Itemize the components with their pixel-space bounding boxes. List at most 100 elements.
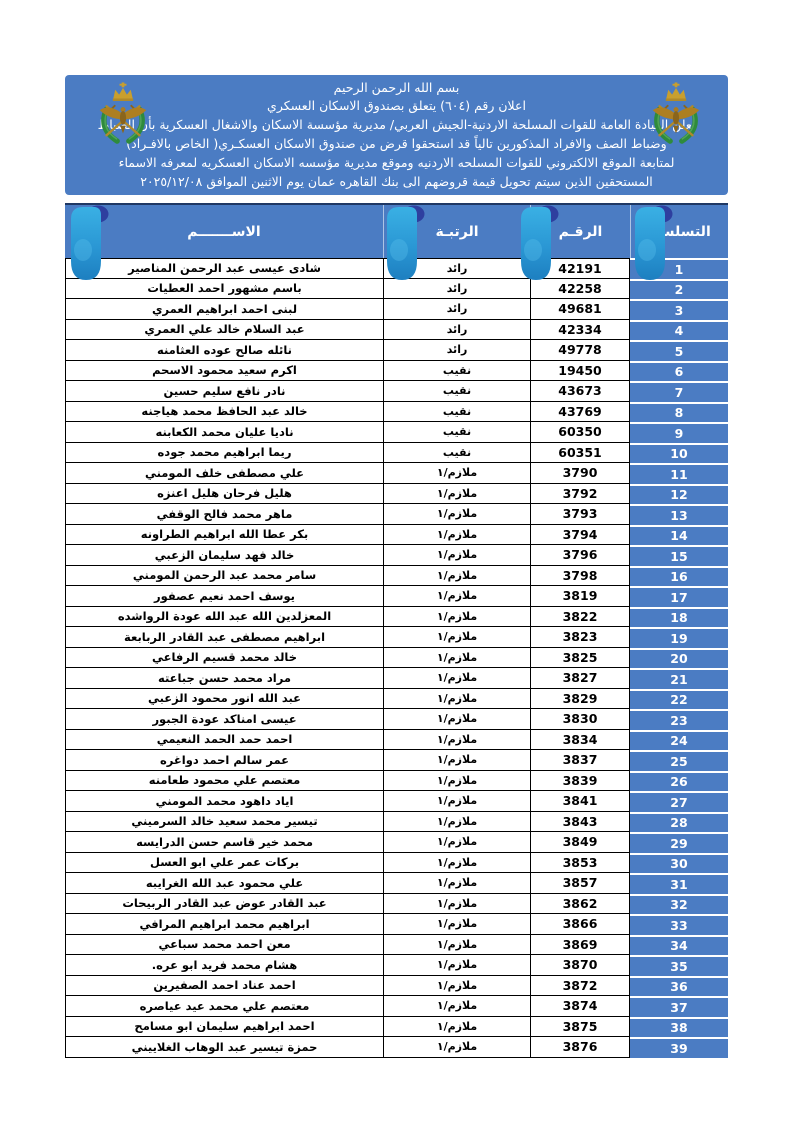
table-row: 27 3841 ملازم/١ اياد داهود محمد المومني (65, 791, 728, 812)
table-row: 32 3862 ملازم/١ عبد القادر عوض عبد القاد… (65, 893, 728, 914)
name-cell: معتصم علي محمد عيد عياصره (65, 996, 383, 1017)
serial-cell: 2 (630, 278, 728, 299)
rank-cell: ملازم/١ (383, 1037, 530, 1058)
name-cell: ابراهيم محمد ابراهيم المرافي (65, 914, 383, 935)
rank-cell: ملازم/١ (383, 463, 530, 484)
name-cell: المعزلدين الله عبد الله عودة الرواشده (65, 606, 383, 627)
name-cell: ابراهيم مصطفى عبد القادر الربابعة (65, 627, 383, 648)
serial-cell: 14 (630, 524, 728, 545)
table-row: 18 3822 ملازم/١ المعزلدين الله عبد الله … (65, 606, 728, 627)
table-row: 23 3830 ملازم/١ عيسى امناكد عودة الجبور (65, 709, 728, 730)
serial-cell: 4 (630, 319, 728, 340)
rank-cell: ملازم/١ (383, 545, 530, 566)
name-cell: عمر سالم احمد دواغره (65, 750, 383, 771)
name-cell: ماهر محمد فالح الوقفي (65, 504, 383, 525)
header-rank: الرتبـة (383, 205, 530, 258)
rank-cell: ملازم/١ (383, 975, 530, 996)
table-row: 15 3796 ملازم/١ خالد فهد سليمان الزعبي (65, 545, 728, 566)
rank-cell: رائد (383, 340, 530, 361)
number-cell: 19450 (530, 360, 630, 381)
name-cell: نائله صالح عوده العثامنه (65, 340, 383, 361)
table-row: 25 3837 ملازم/١ عمر سالم احمد دواغره (65, 750, 728, 771)
table-row: 21 3827 ملازم/١ مراد محمد حسن جباعته (65, 668, 728, 689)
rank-cell: ملازم/١ (383, 955, 530, 976)
banner-text: بسم الله الرحمن الرحيم اعلان رقم (٦٠٤) ي… (65, 79, 728, 192)
serial-cell: 26 (630, 770, 728, 791)
number-cell: 49778 (530, 340, 630, 361)
name-cell: احمد حمد الحمد النعيمي (65, 729, 383, 750)
rank-cell: رائد (383, 258, 530, 279)
table-row: 14 3794 ملازم/١ بكر عطا الله ابراهيم الط… (65, 524, 728, 545)
rank-cell: ملازم/١ (383, 586, 530, 607)
name-cell: ريما ابراهيم محمد جوده (65, 442, 383, 463)
number-cell: 3837 (530, 750, 630, 771)
table-row: 6 19450 نقيب اكرم سعيد محمود الاسحم (65, 360, 728, 381)
rank-cell: ملازم/١ (383, 791, 530, 812)
name-cell: لبنى احمد ابراهيم العمري (65, 299, 383, 320)
banner-body-line-2: وضباط الصف والافراد المذكورين تالياً قد … (126, 136, 667, 151)
table-row: 9 60350 نقيب ناديا عليان محمد الكعابنه (65, 422, 728, 443)
number-cell: 43769 (530, 401, 630, 422)
table-row: 2 42258 رائد باسم مشهور احمد العطيات (65, 278, 728, 299)
rank-cell: ملازم/١ (383, 565, 530, 586)
rank-cell: نقيب (383, 381, 530, 402)
serial-cell: 37 (630, 996, 728, 1017)
name-cell: باسم مشهور احمد العطيات (65, 278, 383, 299)
rank-cell: رائد (383, 319, 530, 340)
rank-cell: ملازم/١ (383, 504, 530, 525)
rank-cell: رائد (383, 299, 530, 320)
number-cell: 3866 (530, 914, 630, 935)
rank-cell: ملازم/١ (383, 996, 530, 1017)
name-cell: بركات عمر علي ابو العسل (65, 852, 383, 873)
name-cell: احمد عناد احمد الصفيرين (65, 975, 383, 996)
name-cell: معتصم علي محمود طعامنه (65, 770, 383, 791)
rank-cell: ملازم/١ (383, 1016, 530, 1037)
rank-cell: ملازم/١ (383, 688, 530, 709)
number-cell: 3857 (530, 873, 630, 894)
number-cell: 3872 (530, 975, 630, 996)
table-row: 31 3857 ملازم/١ علي محمود عبد الله الغرا… (65, 873, 728, 894)
name-cell: شادى عيسى عبد الرحمن المناصير (65, 258, 383, 279)
serial-cell: 32 (630, 893, 728, 914)
number-cell: 3839 (530, 770, 630, 791)
banner-body-line-3: لمتابعة الموقع الالكتروني للقوات المسلحه… (118, 154, 675, 170)
number-cell: 3790 (530, 463, 630, 484)
name-cell: تيسير محمد سعيد خالد السرميني (65, 811, 383, 832)
serial-cell: 28 (630, 811, 728, 832)
number-cell: 3841 (530, 791, 630, 812)
table-row: 22 3829 ملازم/١ عبد الله انور محمود الزع… (65, 688, 728, 709)
announcement-banner: بسم الله الرحمن الرحيم اعلان رقم (٦٠٤) ي… (65, 75, 728, 195)
serial-cell: 8 (630, 401, 728, 422)
name-cell: هشام محمد فريد ابو عره. (65, 955, 383, 976)
number-cell: 42334 (530, 319, 630, 340)
name-cell: اكرم سعيد محمود الاسحم (65, 360, 383, 381)
number-cell: 49681 (530, 299, 630, 320)
table-row: 11 3790 ملازم/١ علي مصطفى خلف المومني (65, 463, 728, 484)
banner-body-line-1: تعلن القيادة العامة للقوات المسلحة الارد… (97, 117, 696, 133)
name-cell: معن احمد محمد سباعي (65, 934, 383, 955)
serial-cell: 30 (630, 852, 728, 873)
rank-cell: ملازم/١ (383, 647, 530, 668)
table-row: 38 3875 ملازم/١ احمد ابراهيم سليمان ابو … (65, 1016, 728, 1037)
rank-cell: ملازم/١ (383, 709, 530, 730)
name-cell: عبد السلام خالد علي العمري (65, 319, 383, 340)
serial-cell: 31 (630, 873, 728, 894)
number-cell: 3853 (530, 852, 630, 873)
serial-cell: 10 (630, 442, 728, 463)
number-cell: 42258 (530, 278, 630, 299)
serial-cell: 1 (630, 258, 728, 279)
header-number: الرقـم (530, 205, 630, 258)
name-cell: محمد خير قاسم حسن الدرايسه (65, 832, 383, 853)
armed-forces-emblem-icon (93, 82, 153, 144)
name-cell: مراد محمد حسن جباعته (65, 668, 383, 689)
table-row: 1 42191 رائد شادى عيسى عبد الرحمن المناص… (65, 258, 728, 279)
table-row: 30 3853 ملازم/١ بركات عمر علي ابو العسل (65, 852, 728, 873)
serial-cell: 5 (630, 340, 728, 361)
serial-cell: 11 (630, 463, 728, 484)
rank-cell: ملازم/١ (383, 832, 530, 853)
table-row: 10 60351 نقيب ريما ابراهيم محمد جوده (65, 442, 728, 463)
serial-cell: 27 (630, 791, 728, 812)
rank-cell: ملازم/١ (383, 606, 530, 627)
name-cell: ناديا عليان محمد الكعابنه (65, 422, 383, 443)
rank-cell: ملازم/١ (383, 893, 530, 914)
